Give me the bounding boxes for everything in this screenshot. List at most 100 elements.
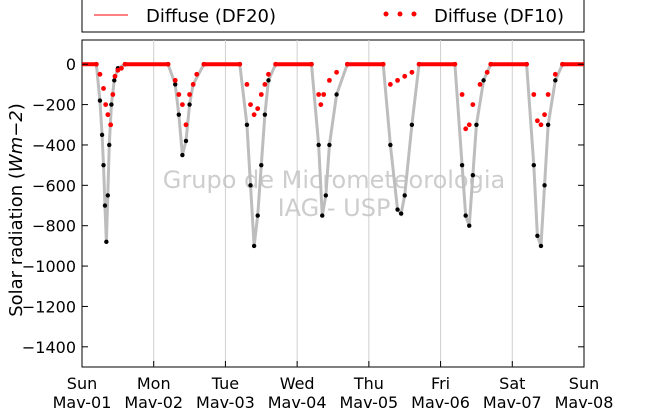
series-point-df10 [244, 82, 250, 87]
series-point-black [248, 183, 253, 188]
series-point-df10 [463, 126, 469, 132]
series-point-df10 [538, 122, 544, 128]
series-point-black [542, 183, 547, 188]
series-point-black [470, 173, 476, 178]
series-point-black [398, 211, 404, 216]
series-point-black [183, 138, 189, 144]
series-point-df10 [97, 71, 103, 77]
series-point-df10 [531, 92, 537, 97]
series-point-black [553, 78, 558, 83]
series-point-black [531, 162, 536, 168]
series-point-black [463, 213, 468, 218]
x-tick-label-day: Fri [431, 374, 450, 393]
series-point-black [320, 213, 325, 218]
series-point-df10 [334, 69, 339, 75]
series-point-df10 [190, 82, 196, 87]
x-tick-label-date: Mav-03 [196, 393, 255, 409]
series-point-df10 [318, 102, 324, 107]
series-point-black [388, 142, 393, 148]
series-point-df10 [115, 67, 121, 73]
legend-label-df20: Diffuse (DF20) [146, 6, 276, 27]
series-point-df10 [466, 122, 472, 128]
series-point-black [481, 78, 486, 83]
series-point-black [176, 112, 182, 117]
series-point-df10 [258, 92, 264, 97]
x-tick-label-date: Mav-02 [124, 393, 183, 409]
x-tick-label-date: Mav-06 [411, 393, 470, 409]
y-tick-label: −800 [32, 217, 76, 236]
series-point-black [316, 142, 321, 148]
series-point-df10 [108, 122, 114, 128]
series-point-df10 [176, 92, 182, 97]
x-tick-label-day: Sat [499, 374, 525, 393]
series-point-df10 [321, 92, 327, 97]
grid [153, 40, 513, 367]
x-ticks: SunMav-01MonMav-02TueMav-03WedMav-04ThuM… [53, 361, 614, 409]
series-point-black [402, 193, 407, 198]
series-point-df10 [172, 77, 178, 83]
y-ticks: 0 −200 −400 −600 −800 −1000 −1200 −1400 [22, 55, 584, 357]
series-point-black [459, 162, 465, 168]
x-tick-label-date: Mav-05 [339, 393, 398, 409]
series-point-black [104, 239, 109, 245]
series-point-df10 [248, 102, 253, 107]
series-point-df10 [187, 92, 192, 97]
series-point-black [101, 162, 106, 168]
series-point-df10 [459, 92, 465, 97]
x-tick-label-day: Thu [353, 374, 384, 393]
series-point-black [112, 78, 117, 83]
series-point-df10 [262, 82, 268, 87]
series-point-df10 [101, 86, 106, 91]
series-point-df10 [194, 71, 200, 77]
series-point-black [244, 122, 250, 127]
x-tick-label-date: Mav-01 [53, 393, 112, 409]
y-axis-label: Solar radiation (Wm−2) [6, 103, 27, 317]
y-tick-label: −1200 [22, 297, 76, 316]
series-point-black [97, 98, 103, 103]
watermark-text: IAG - USP [278, 194, 391, 222]
x-tick-label-date: Mav-04 [268, 393, 327, 409]
series-point-black [251, 243, 257, 249]
x-tick-label-date: Mav-08 [555, 393, 614, 409]
series-point-black [180, 152, 185, 158]
series-point-black [102, 203, 108, 208]
legend-dot-df20-1 [383, 11, 389, 17]
series-point-black [334, 92, 339, 97]
x-tick-label-day: Wed [280, 374, 315, 393]
series-point-black [467, 223, 472, 228]
series-point-black [187, 102, 192, 107]
series-point-df10 [183, 122, 189, 128]
y-axis-label-close: ) [6, 103, 27, 110]
series-point-df10 [110, 92, 116, 97]
series-point-black [545, 122, 551, 127]
series-point-df10 [266, 71, 271, 77]
y-tick-label: −400 [32, 136, 76, 155]
watermark-text: Grupo de Micrometeorologia [163, 166, 505, 194]
series-layer [82, 61, 584, 249]
legend: Diffuse (DF20) Diffuse (DF10) [81, 0, 585, 33]
x-tick-label-day: Mon [137, 374, 171, 393]
x-tick-label-day: Sun [67, 374, 97, 393]
y-tick-label: −1400 [22, 338, 76, 357]
series-point-black [99, 132, 105, 138]
y-axis-label-unit: Wm−2 [6, 110, 27, 172]
plot-frame [81, 39, 585, 368]
y-tick-label: 0 [66, 55, 76, 74]
series-point-black [538, 243, 544, 249]
series-point-df10 [387, 82, 393, 87]
legend-dot-df20-3 [411, 11, 417, 17]
series-point-black [109, 102, 114, 107]
series-point-df10 [545, 92, 551, 97]
series-point-df10 [477, 82, 483, 87]
series-point-black [395, 207, 400, 212]
x-tick-label-day: Sun [569, 374, 599, 393]
y-tick-label: −600 [32, 176, 76, 195]
series-point-black [107, 142, 112, 148]
series-point-black [105, 193, 111, 198]
series-point-black [173, 82, 178, 87]
series-point-df10 [409, 69, 415, 75]
series-point-black [323, 193, 329, 198]
series-point-black [535, 233, 540, 238]
series-point-black [262, 112, 268, 117]
